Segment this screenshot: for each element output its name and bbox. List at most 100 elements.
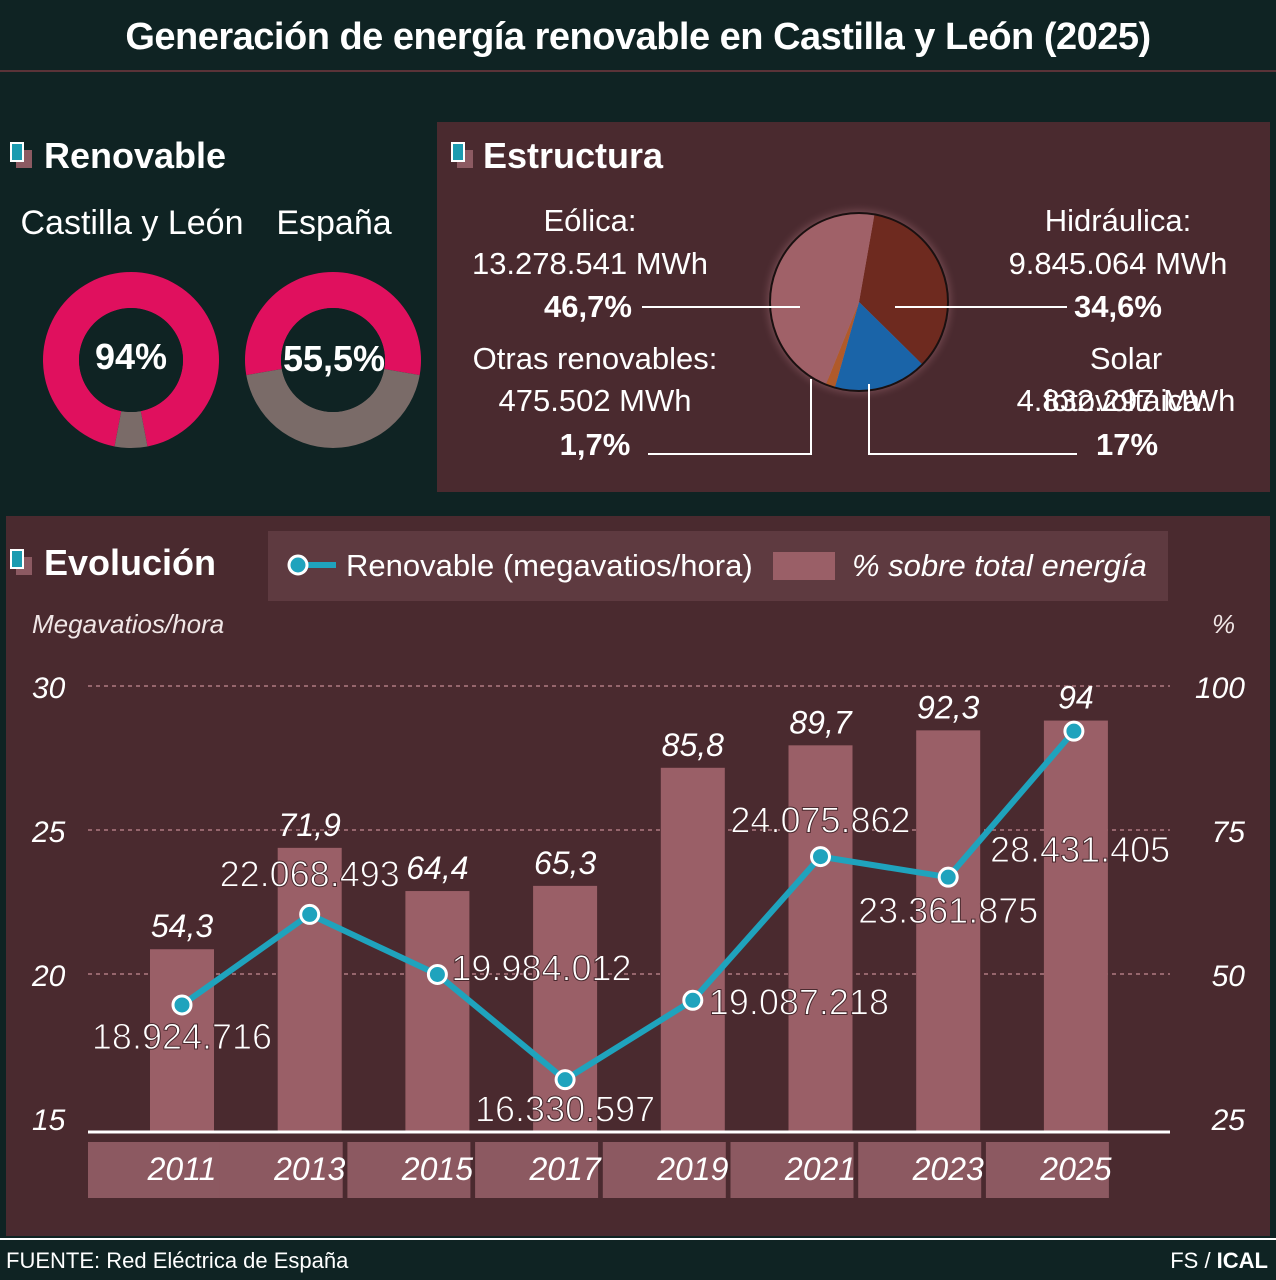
source-note: FUENTE: Red Eléctrica de España — [6, 1248, 349, 1273]
year-label: 2017 — [529, 1151, 602, 1187]
eolica-name: Eólica: — [543, 203, 637, 238]
mwh-point — [299, 903, 321, 925]
estructura-pie-chart — [642, 202, 1077, 455]
year-band — [219, 1142, 343, 1198]
solar-amount: 4.832.297 MWh — [1016, 383, 1236, 418]
legend-bar-label: % sobre total energía — [852, 548, 1147, 583]
pct-bar — [277, 847, 342, 1132]
mwh-point-label: 23.361.875 — [858, 890, 1038, 931]
eolica-pct: 46,7% — [544, 289, 632, 324]
pct-bar-label: 94 — [1058, 680, 1094, 716]
estructura-title: Estructura — [483, 135, 664, 176]
pct-bar-label: 71,9 — [279, 807, 341, 843]
pie-slice-otras — [825, 302, 859, 388]
pie-slice-solar — [834, 302, 923, 391]
otras-leader-line — [648, 379, 812, 455]
footer-divider — [0, 1238, 1276, 1240]
pct-bar-label: 85,8 — [662, 727, 724, 763]
mwh-point — [1063, 720, 1085, 742]
pct-bar — [1043, 720, 1108, 1132]
year-label: 2023 — [912, 1151, 984, 1187]
donut-hole — [281, 308, 385, 412]
year-band — [88, 1142, 239, 1198]
renovable-donuts — [43, 272, 421, 448]
pie-slice-eolica — [770, 213, 875, 385]
donut-hole — [79, 308, 183, 412]
pct-bar — [788, 745, 853, 1132]
pct-bar-label: 54,3 — [151, 908, 213, 944]
mwh-point — [426, 963, 448, 985]
castilla-label: Castilla y León — [20, 204, 244, 242]
evolucion-chart: 2011 2013 2015 2017 2019 2021 2023 2025 30 10025… — [31, 672, 1246, 1198]
otras-pct: 1,7% — [559, 427, 631, 462]
mwh-point — [682, 989, 704, 1011]
pct-bar-label: 65,3 — [534, 845, 596, 881]
year-band — [730, 1142, 854, 1198]
mwh-point — [171, 994, 193, 1016]
year-band — [347, 1142, 471, 1198]
donut-other-segment — [114, 411, 148, 448]
year-band — [985, 1142, 1109, 1198]
mwh-point-label: 19.087.218 — [709, 981, 889, 1022]
year-label: 2015 — [401, 1151, 473, 1187]
legend-line-label: Renovable (megavatios/hora) — [346, 548, 753, 583]
left-axis-tick: 30 — [32, 672, 66, 705]
donut-other-segment — [246, 368, 420, 448]
mwh-point — [554, 1069, 576, 1091]
left-axis-title: Megavatios/hora — [32, 609, 225, 639]
renovable-title: Renovable — [44, 135, 227, 176]
pie-outline — [769, 212, 949, 392]
section-marker-icon — [451, 142, 473, 168]
solar-pct: 17% — [1095, 427, 1159, 462]
solar-leader-line — [868, 384, 1077, 455]
year-label: 2025 — [1039, 1151, 1111, 1187]
evolucion-title: Evolución — [44, 542, 217, 583]
right-axis-tick: 50 — [1212, 960, 1246, 993]
chart-legend — [268, 531, 1168, 601]
mwh-point-label: 16.330.597 — [475, 1089, 655, 1130]
otras-name: Otras renovables: — [472, 341, 718, 376]
right-axis-title: % — [1212, 609, 1236, 639]
legend-bar-swatch — [773, 552, 835, 580]
mwh-point — [937, 866, 959, 888]
mwh-point-label: 22.068.493 — [220, 853, 400, 894]
title-divider — [0, 70, 1276, 72]
donut-renewable-segment — [245, 272, 421, 376]
right-axis-tick: 75 — [1212, 816, 1246, 849]
pie-slice-hidraulica — [859, 214, 948, 365]
pct-bar-label: 92,3 — [917, 689, 979, 725]
donut-renewable-segment — [43, 272, 220, 447]
left-axis-tick: 20 — [31, 960, 66, 993]
pct-bar — [916, 730, 981, 1132]
year-band — [602, 1142, 726, 1198]
otras-amount: 475.502 MWh — [498, 383, 692, 418]
legend-line-marker — [287, 554, 336, 576]
espana-donut-value: 55,5% — [282, 338, 386, 379]
mwh-point — [810, 846, 831, 868]
hidraulica-amount: 9.845.064 MWh — [1008, 246, 1228, 281]
year-label: 2021 — [784, 1151, 856, 1187]
year-band — [475, 1142, 599, 1198]
mwh-point-label: 24.075.862 — [730, 800, 910, 841]
right-axis-tick: 25 — [1211, 1104, 1246, 1137]
mwh-line — [180, 729, 1077, 1084]
page-title: Generación de energía renovable en Casti… — [0, 6, 1276, 68]
section-marker-icon — [10, 142, 32, 168]
pct-bar-label: 89,7 — [789, 704, 852, 740]
espana-label: España — [276, 204, 392, 242]
pct-bar — [660, 767, 725, 1132]
credit-prefix: FS / — [1170, 1248, 1217, 1273]
pct-bar — [533, 885, 598, 1132]
pct-bar-label: 64,4 — [406, 850, 468, 886]
mwh-point-label: 19.984.012 — [451, 947, 631, 988]
left-axis-tick: 15 — [32, 1104, 66, 1137]
castilla-donut-value: 94% — [94, 336, 168, 377]
pct-bar — [150, 949, 214, 1132]
hidraulica-pct: 34,6% — [1074, 289, 1162, 324]
mwh-point-label: 28.431.405 — [990, 829, 1170, 870]
hidraulica-name: Hidráulica: — [1044, 203, 1192, 238]
year-label: 2011 — [147, 1151, 217, 1187]
pct-bar — [405, 891, 470, 1132]
eolica-amount: 13.278.541 MWh — [471, 246, 709, 281]
left-axis-tick: 25 — [31, 816, 66, 849]
